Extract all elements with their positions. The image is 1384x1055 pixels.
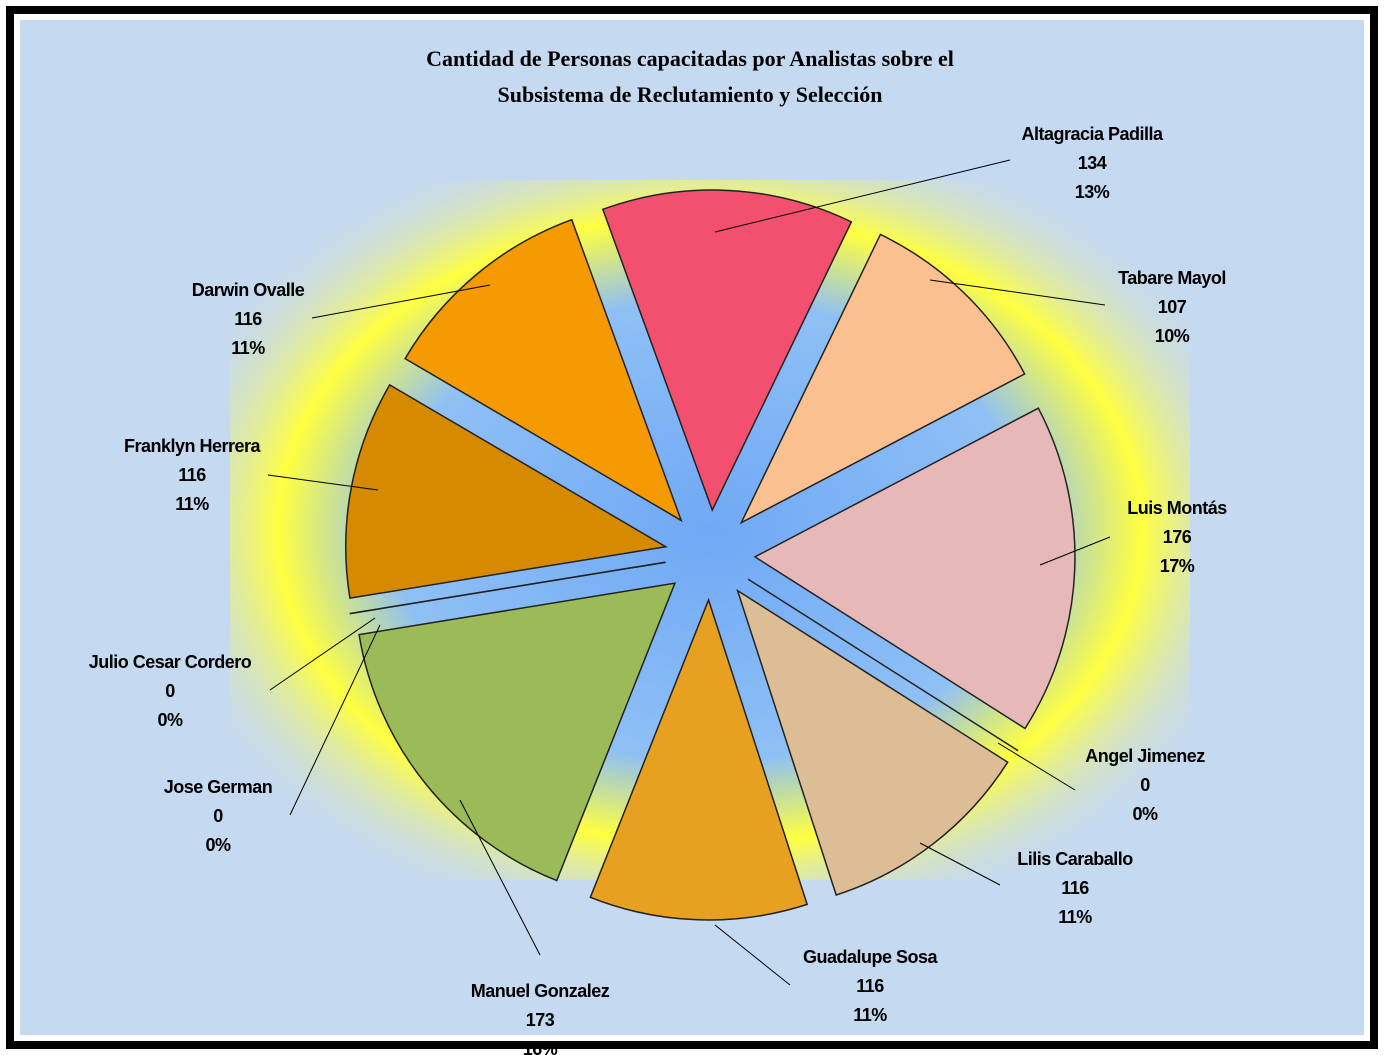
pie-slice (345, 383, 668, 599)
pie-slice (601, 189, 853, 512)
leader-line (267, 474, 379, 491)
slice-label-percent: 11% (1058, 907, 1092, 927)
slice-label-value: 173 (526, 1010, 555, 1030)
slice-label-percent: 13% (1075, 182, 1110, 202)
slice-label-value: 134 (1078, 153, 1107, 173)
slice-label-percent: 11% (175, 494, 209, 514)
slice-label-value: 116 (234, 309, 262, 329)
slice-label-name: Lilis Caraballo (1017, 849, 1133, 869)
leader-line (311, 284, 491, 319)
leader-line (289, 624, 381, 816)
slice-label-name: Manuel Gonzalez (471, 981, 610, 1001)
pie-slice (358, 582, 677, 882)
slice-label-percent: 16% (523, 1039, 558, 1055)
slice-label-value: 116 (1061, 878, 1089, 898)
slice-label-value: 0 (213, 806, 223, 826)
pie-slice (747, 578, 1019, 752)
chart-title: Subsistema de Reclutamiento y Selección (498, 82, 883, 107)
slice-label-percent: 11% (231, 338, 265, 358)
pie-slice (404, 218, 683, 523)
slice-label-name: Julio Cesar Cordero (89, 652, 252, 672)
slices (345, 189, 1076, 921)
slice-label-value: 116 (178, 465, 206, 485)
leader-line (714, 159, 1011, 233)
leader-line (929, 279, 1106, 306)
slice-label-name: Angel Jimenez (1085, 746, 1205, 766)
slice-label-percent: 17% (1160, 556, 1195, 576)
slice-label-value: 107 (1158, 297, 1187, 317)
slice-label-percent: 0% (157, 710, 183, 730)
slice-label-name: Franklyn Herrera (124, 436, 262, 456)
labels: Altagracia Padilla 134 13% Tabare Mayol 107 1… (89, 124, 1228, 1055)
slice-label-name: Altagracia Padilla (1021, 124, 1164, 144)
slice-label-value: 0 (165, 681, 175, 701)
chart-title: Cantidad de Personas capacitadas por Ana… (426, 46, 954, 71)
pie-slice (739, 233, 1026, 525)
slice-label-name: Luis Montás (1127, 498, 1227, 518)
leader-line (269, 617, 376, 691)
slice-label-name: Guadalupe Sosa (803, 947, 939, 967)
slice-label-value: 116 (856, 976, 884, 996)
leader-line (714, 924, 791, 986)
slice-label-percent: 11% (853, 1005, 887, 1025)
slice-label-percent: 10% (1155, 326, 1190, 346)
leader-line (459, 799, 541, 956)
pie-slice (736, 588, 1009, 896)
leader-line (919, 842, 1001, 886)
slice-label-percent: 0% (1132, 804, 1158, 824)
slice-label-name: Darwin Ovalle (192, 280, 305, 300)
leader-line (1039, 536, 1111, 566)
pie-slice (753, 407, 1076, 730)
slice-label-name: Tabare Mayol (1118, 268, 1226, 288)
slice-label-value: 0 (1140, 775, 1150, 795)
pie-slice (589, 597, 809, 921)
slice-label-name: Jose German (164, 777, 273, 797)
leader-line (997, 742, 1076, 791)
slice-label-value: 176 (1163, 527, 1192, 547)
slice-label-percent: 0% (205, 835, 231, 855)
